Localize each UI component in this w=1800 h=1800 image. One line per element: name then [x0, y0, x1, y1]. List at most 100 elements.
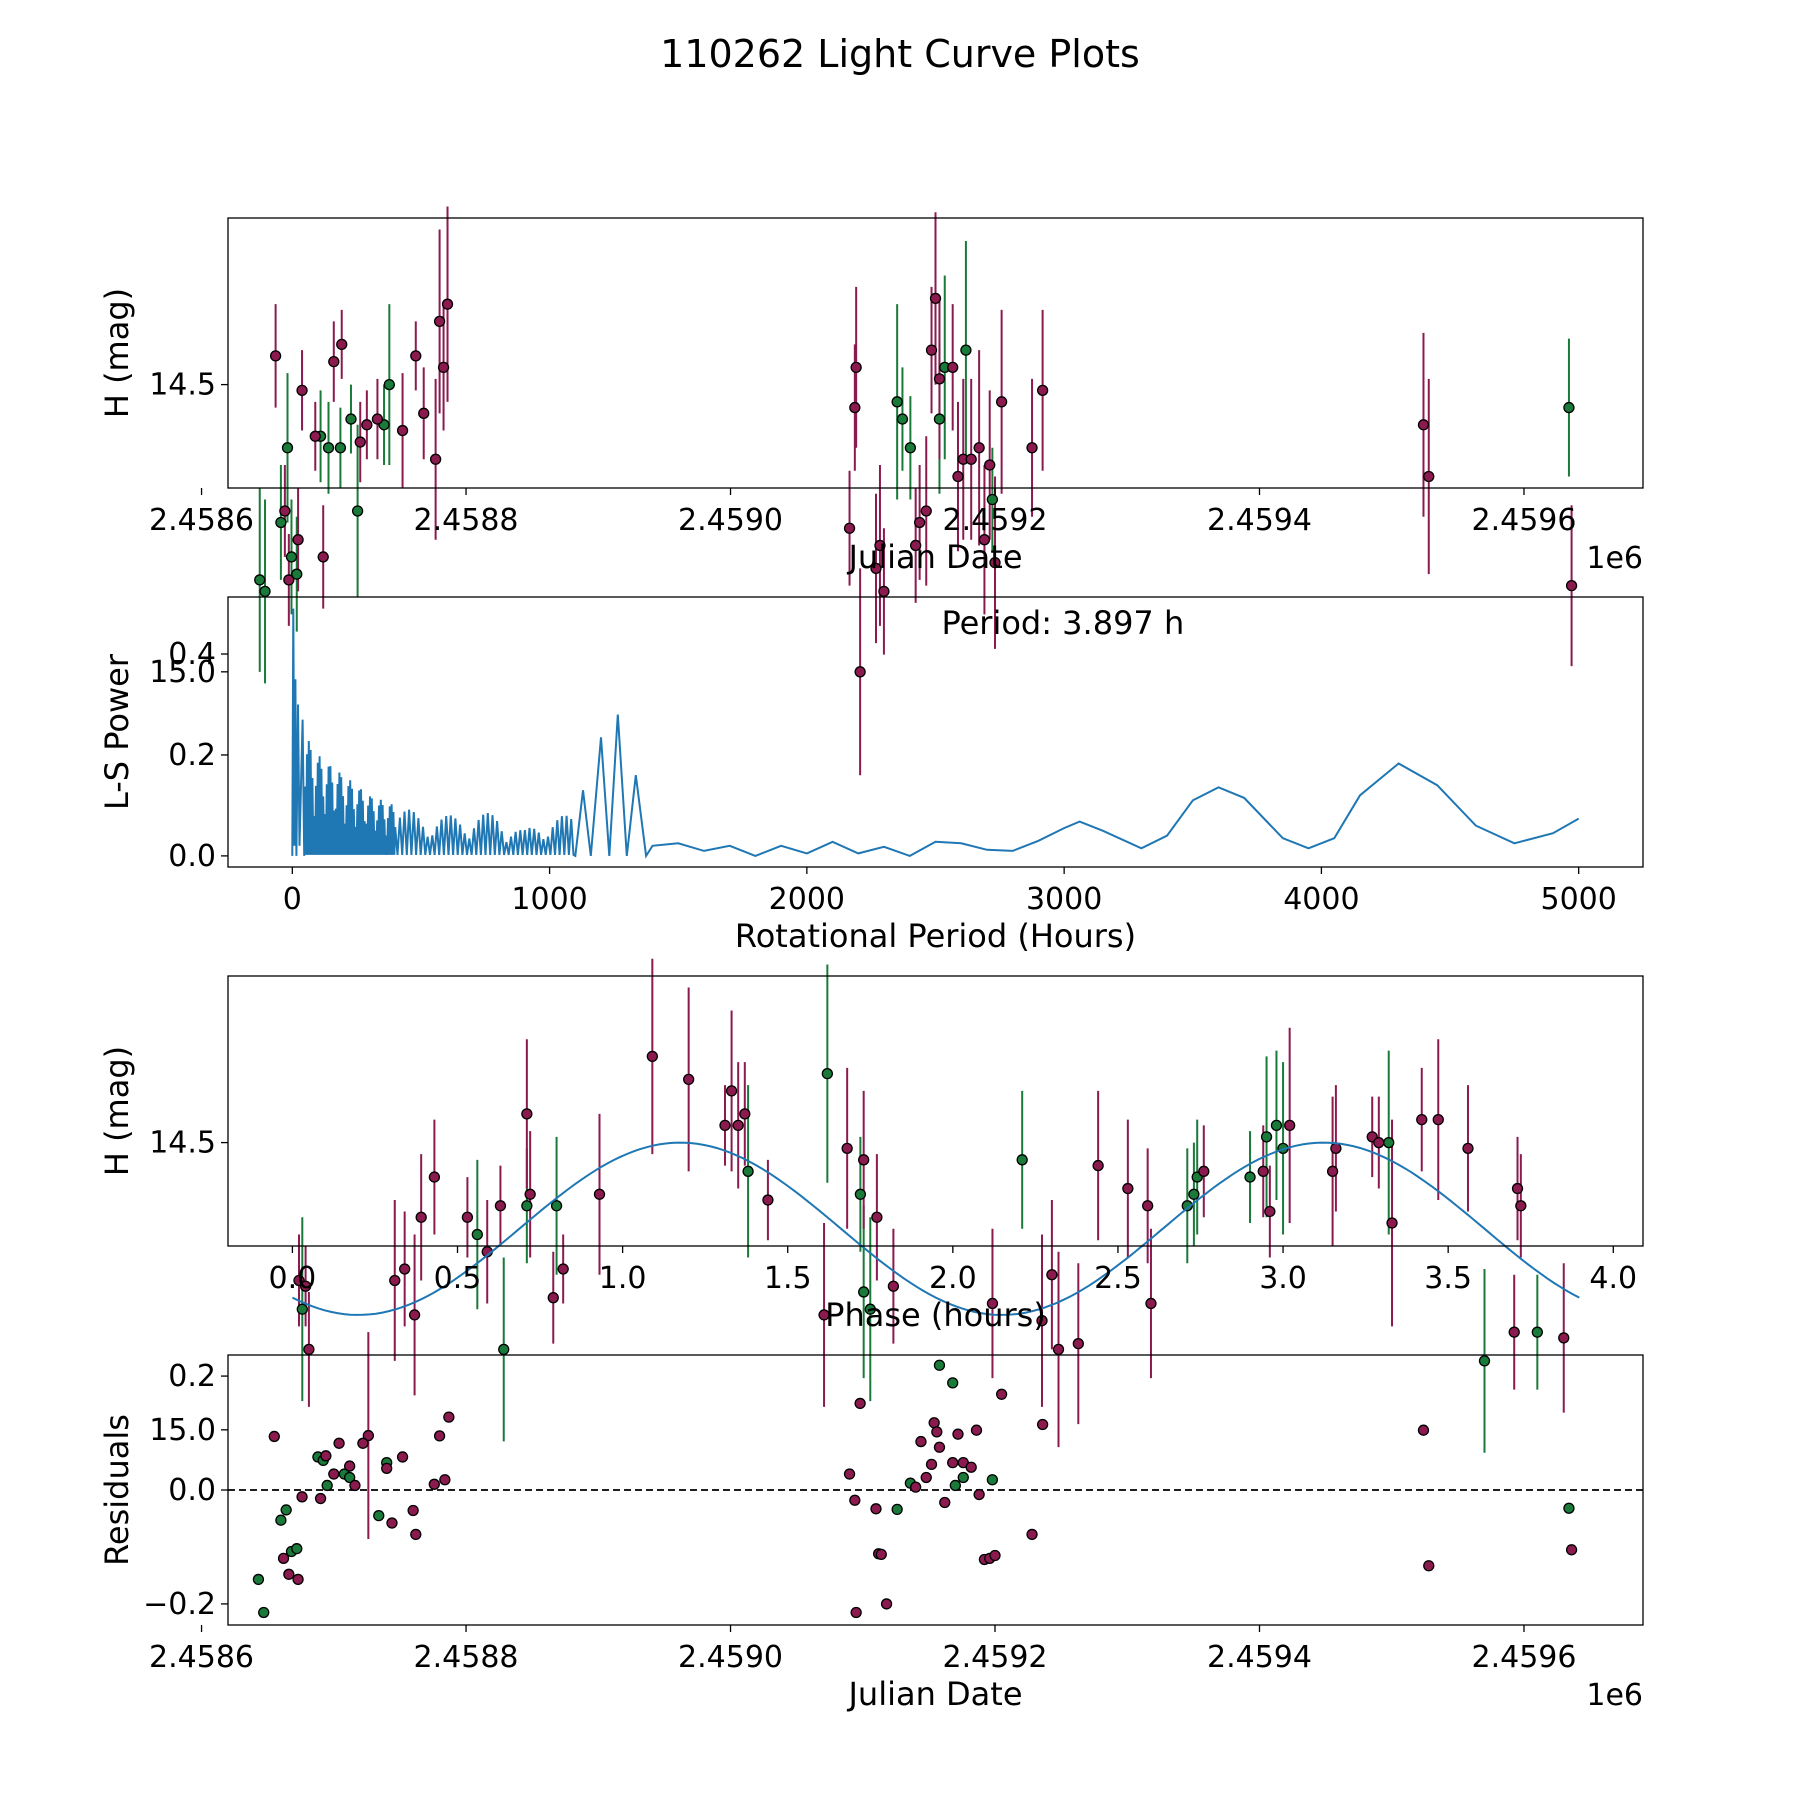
data-point — [309, 430, 321, 442]
data-point — [683, 1073, 695, 1086]
residual-point — [268, 1430, 280, 1443]
data-point — [317, 551, 329, 563]
data-point — [762, 1194, 774, 1206]
residual-point — [396, 1451, 409, 1463]
data-point — [1508, 1326, 1520, 1338]
residual-point — [277, 1552, 290, 1565]
data-point — [281, 442, 294, 454]
data-point — [965, 453, 977, 465]
x-offset-label: 1e6 — [1586, 1678, 1643, 1713]
residual-point — [920, 1471, 932, 1484]
x-tick-label: 2.4590 — [678, 1640, 783, 1675]
data-point — [1270, 1119, 1283, 1132]
data-point — [646, 1050, 658, 1063]
residual-point — [328, 1468, 340, 1480]
period-annotation: Period: 3.897 h — [941, 604, 1184, 642]
x-axis-label: Phase (hours) — [825, 1296, 1046, 1334]
data-point — [296, 384, 308, 396]
residual-point — [1026, 1528, 1038, 1541]
residual-point — [344, 1460, 356, 1472]
residual-point — [947, 1457, 959, 1469]
phase-fold-panel: 0.0 0.5 1.0 1.5 2.0 2.5 3.0 3.5 4.0 15.0 14.5 Phase… — [98, 958, 1644, 1539]
residual-point — [1417, 1424, 1430, 1436]
x-tick-label: 4000 — [1283, 882, 1359, 917]
y-axis-label: H (mag) — [98, 288, 136, 418]
data-point — [291, 568, 303, 580]
x-tick-label: 1000 — [511, 882, 587, 917]
y-tick-label: 15.0 — [149, 1413, 216, 1448]
data-point — [429, 453, 442, 465]
residual-point — [373, 1509, 385, 1522]
residual-point — [931, 1426, 943, 1438]
data-point — [1558, 1332, 1570, 1344]
residual-point — [957, 1471, 969, 1484]
data-point — [887, 1280, 900, 1292]
data-point — [1052, 1343, 1065, 1356]
data-point — [978, 534, 991, 546]
data-point — [494, 1200, 507, 1212]
data-point — [1386, 1217, 1398, 1229]
data-point — [254, 574, 266, 586]
data-point — [361, 419, 373, 431]
residual-point — [296, 1491, 308, 1503]
data-point — [1181, 1200, 1193, 1212]
residual-point — [258, 1606, 270, 1619]
residual-point — [292, 1573, 304, 1586]
data-point — [821, 1068, 834, 1080]
data-point — [399, 1263, 411, 1275]
data-point — [285, 551, 298, 563]
data-point — [334, 442, 347, 454]
data-point — [878, 585, 890, 598]
data-point — [1036, 384, 1049, 396]
data-point — [870, 562, 882, 575]
residual-point — [952, 1428, 964, 1440]
data-point — [960, 344, 972, 356]
x-tick-label: 2.4586 — [149, 503, 254, 538]
residual-point — [1563, 1502, 1575, 1514]
data-point — [521, 1108, 533, 1120]
data-point — [843, 522, 856, 534]
x-axis-label: Julian Date — [846, 1675, 1022, 1713]
x-tick-label: 2.4594 — [1207, 503, 1312, 538]
data-point — [1565, 580, 1578, 592]
data-point — [1046, 1269, 1058, 1281]
data-point — [1026, 442, 1038, 454]
data-point — [283, 574, 295, 586]
residual-point — [915, 1435, 927, 1448]
data-point — [739, 1108, 751, 1120]
periodogram-line — [291, 608, 1580, 859]
light-curve-panel: 2.4586 2.4588 2.4590 2.4592 2.4594 2.4596 15.0… — [98, 206, 1644, 776]
x-tick-label: 2.4592 — [943, 1640, 1048, 1675]
residual-point — [989, 1549, 1001, 1562]
data-point — [1330, 1142, 1342, 1154]
data-point — [1511, 1182, 1524, 1195]
x-tick-label: 1.5 — [764, 1261, 812, 1296]
data-point — [871, 1211, 883, 1223]
residual-point — [970, 1424, 983, 1436]
figure-title: 110262 Light Curve Plots — [660, 32, 1140, 76]
x-tick-label: 1.0 — [599, 1261, 647, 1296]
data-point — [995, 396, 1008, 408]
data-point — [904, 442, 917, 454]
residual-point — [349, 1479, 361, 1492]
x-tick-label: 0 — [283, 882, 302, 917]
y-axis-label: H (mag) — [98, 1046, 136, 1176]
data-point — [428, 1171, 441, 1183]
x-tick-label: 2.4592 — [943, 503, 1048, 538]
residual-point — [933, 1441, 946, 1453]
residual-point — [843, 1468, 856, 1480]
data-point — [547, 1292, 559, 1304]
residual-point — [386, 1517, 398, 1529]
data-point — [896, 413, 909, 425]
data-point — [849, 401, 861, 414]
data-point — [858, 1154, 870, 1166]
y-tick-label: 0.4 — [168, 637, 216, 672]
residual-point — [995, 1388, 1008, 1400]
data-point — [1016, 1154, 1028, 1166]
data-point — [1145, 1297, 1157, 1310]
data-point — [1423, 470, 1435, 483]
axes-frame — [227, 217, 1644, 489]
data-point — [910, 539, 922, 552]
x-tick-label: 2.4596 — [1471, 503, 1576, 538]
residual-point — [381, 1462, 393, 1475]
